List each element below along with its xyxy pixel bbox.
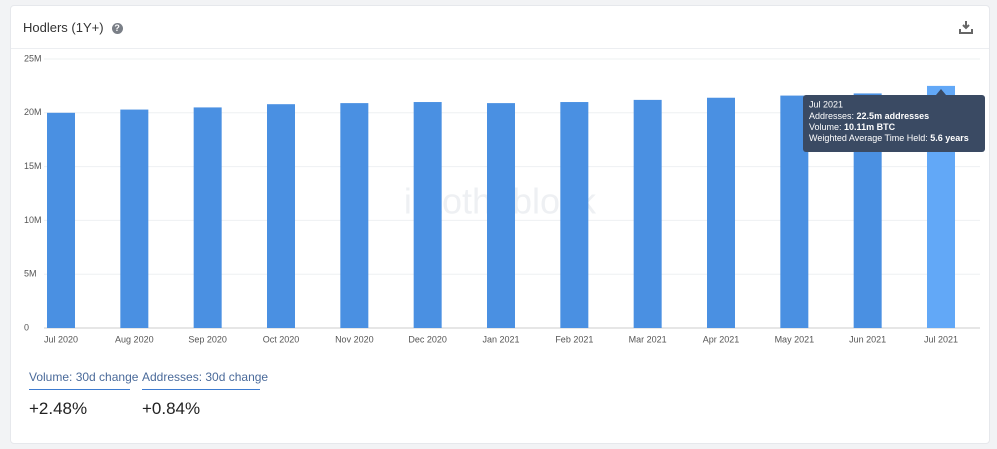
tooltip-title: Jul 2021 — [809, 99, 843, 109]
y-tick-label: 15M — [24, 161, 42, 171]
x-tick-label: Sep 2020 — [188, 334, 227, 344]
bar — [47, 112, 75, 328]
tooltip-box — [803, 95, 985, 152]
bar — [267, 104, 295, 328]
bar — [487, 103, 515, 328]
help-icon[interactable]: ? — [111, 23, 123, 34]
x-tick-label: Nov 2020 — [335, 334, 374, 344]
tooltip-value: 5.6 years — [930, 133, 969, 143]
stat-value: +2.48% — [29, 399, 88, 418]
tooltip-arrow — [936, 89, 946, 95]
y-tick-label: 0 — [24, 322, 29, 332]
title-wrap: Hodlers (1Y+)? — [23, 20, 123, 35]
stats: Volume: 30d change +2.48% Addresses: 30d … — [29, 370, 268, 419]
tooltip-label: Addresses: — [809, 111, 854, 121]
card-title: Hodlers (1Y+) — [23, 20, 104, 35]
x-tick-label: Dec 2020 — [408, 334, 447, 344]
stat-value: +0.84% — [142, 399, 201, 418]
stat-label: Volume: 30d change — [29, 370, 138, 390]
card-header: Hodlers (1Y+)? — [11, 6, 989, 49]
tooltip-label: Weighted Average Time Held: — [809, 133, 928, 143]
tooltip-line: Volume: 10.11m BTC — [809, 122, 896, 132]
download-icon[interactable] — [959, 20, 973, 34]
x-tick-label: Feb 2021 — [555, 334, 593, 344]
stat: Volume: 30d change +2.48% — [29, 370, 138, 419]
x-tick-label: Jul 2021 — [924, 334, 958, 344]
x-tick-label: May 2021 — [775, 334, 815, 344]
x-tick-label: Jan 2021 — [482, 334, 519, 344]
y-tick-label: 20M — [24, 107, 42, 117]
y-tick-label: 25M — [24, 53, 42, 63]
x-tick-label: Jul 2020 — [44, 334, 78, 344]
bar — [120, 109, 149, 329]
x-tick-label: Mar 2021 — [629, 334, 667, 344]
y-tick-label: 5M — [24, 269, 37, 279]
tooltip-line: Addresses: 22.5m addresses — [809, 111, 929, 121]
tooltip-label: Volume: — [809, 122, 842, 132]
bar — [633, 99, 662, 328]
bar — [413, 102, 442, 328]
tooltip-value: 10.11m BTC — [844, 122, 896, 132]
bar — [560, 102, 589, 328]
x-tick-label: Jun 2021 — [849, 334, 886, 344]
card: Hodlers (1Y+)? Volume: 30d change +2.48% … — [10, 5, 990, 444]
x-tick-label: Apr 2021 — [703, 334, 740, 344]
x-tick-label: Aug 2020 — [115, 334, 154, 344]
stat-label: Addresses: 30d change — [142, 370, 268, 390]
tooltip-line: Weighted Average Time Held: 5.6 years — [809, 133, 969, 143]
stat: Addresses: 30d change +0.84% — [142, 370, 268, 419]
bar — [707, 97, 735, 329]
y-tick-label: 10M — [24, 215, 42, 225]
tooltip-value: 22.5m addresses — [857, 111, 930, 121]
bar — [193, 107, 222, 328]
x-tick-label: Oct 2020 — [263, 334, 300, 344]
bar — [340, 103, 369, 328]
